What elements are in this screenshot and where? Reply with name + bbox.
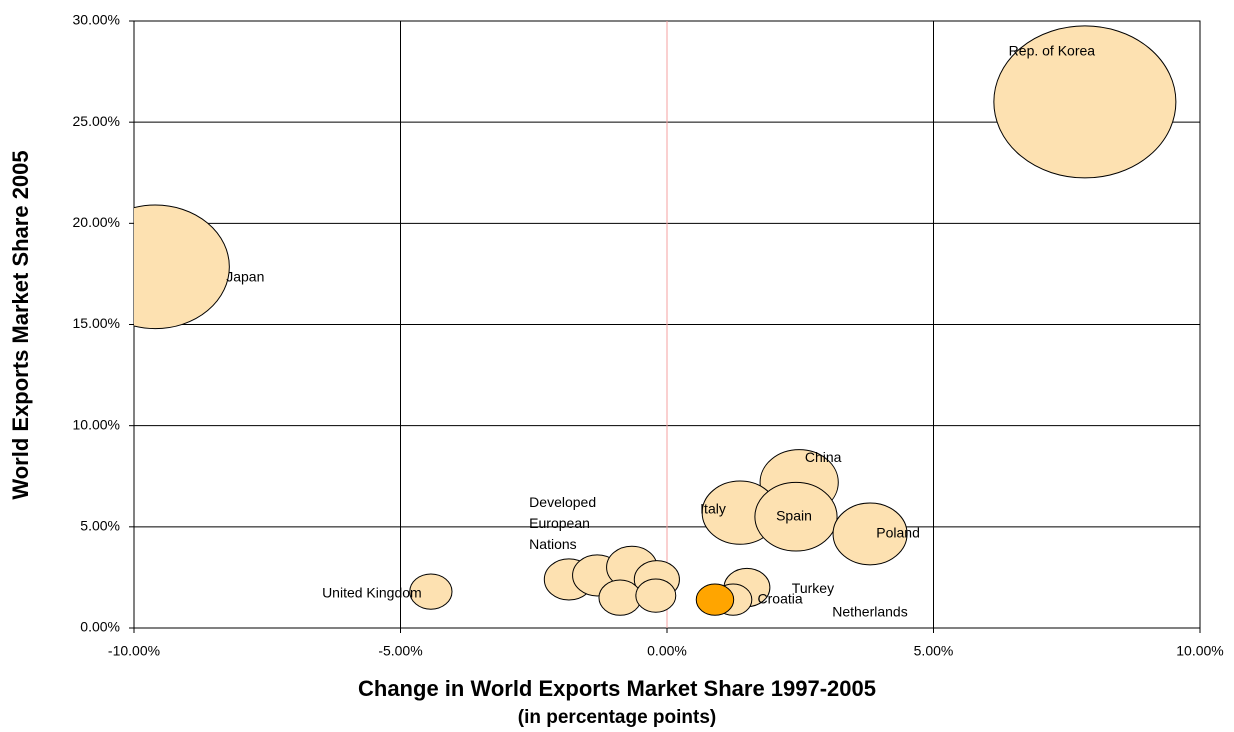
y-tick-label: 5.00% [80, 518, 120, 534]
x-tick-label: -10.00% [108, 643, 160, 659]
bubble [695, 583, 735, 616]
bubble [134, 204, 230, 330]
bubble-label: Rep. of Korea [1009, 43, 1096, 59]
bubble [832, 502, 908, 566]
bubble-label: United Kingdom [322, 584, 422, 600]
x-axis-title: Change in World Exports Market Share 199… [358, 676, 876, 701]
y-tick-label: 10.00% [73, 416, 120, 432]
y-tick-label: 25.00% [73, 113, 120, 129]
bubble-label: Japan [226, 269, 264, 285]
bubble [754, 481, 838, 552]
bubbles [134, 25, 1177, 616]
bubble-label: Croatia [758, 590, 803, 606]
x-tick-label: 5.00% [914, 643, 954, 659]
x-tick-label: 10.00% [1176, 643, 1223, 659]
y-axis-title: World Exports Market Share 2005 [8, 150, 33, 499]
bubble-label: Netherlands [832, 603, 908, 619]
bubble [598, 579, 642, 616]
y-tick-label: 20.00% [73, 214, 120, 230]
bubble-label: Spain [776, 507, 812, 523]
bubble-label: European [529, 515, 590, 531]
bubble [635, 578, 677, 613]
y-tick-label: 30.00% [73, 12, 120, 28]
x-tick-label: -5.00% [378, 643, 422, 659]
bubble-label: China [805, 449, 842, 465]
bubble-label: Poland [876, 525, 920, 541]
x-axis-subtitle: (in percentage points) [518, 707, 716, 728]
bubble [409, 573, 453, 610]
bubble-label: Developed [529, 494, 596, 510]
bubble-label: Turkey [792, 580, 834, 596]
y-tick-label: 0.00% [80, 619, 120, 635]
bubble-label: Italy [700, 500, 726, 516]
x-tick-label: 0.00% [647, 643, 687, 659]
bubble [993, 25, 1177, 179]
y-tick-label: 15.00% [73, 315, 120, 331]
bubble-label: Nations [529, 536, 576, 552]
